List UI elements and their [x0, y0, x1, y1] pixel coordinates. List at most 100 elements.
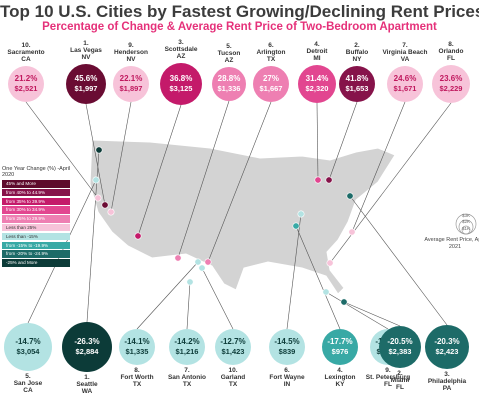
city-marker [292, 222, 300, 230]
city-bubble: -12.7% $1,423 [215, 329, 251, 365]
rent-scale: $3K $2K $1K [455, 213, 477, 235]
city-name: Las Vegas [70, 47, 102, 54]
city-marker [92, 176, 100, 184]
city-rank: 7. [184, 367, 190, 374]
connector-line [343, 301, 401, 327]
change-value: 45.6% [74, 74, 98, 83]
city-marker [314, 176, 322, 184]
city-state: WA [81, 388, 93, 395]
city-name: Seattle [76, 381, 98, 388]
city-rank: 6. [268, 42, 274, 49]
city-bubble: -26.3% $2,884 [62, 322, 112, 372]
city-name: Tucson [217, 50, 241, 57]
city-rank: 1. [84, 374, 90, 381]
city-bubble: 27% $1,667 [253, 66, 289, 102]
city-label: 8. Fort Worth TX [111, 367, 163, 388]
city-rank: 6. [284, 367, 290, 374]
city-bubble: -20.5% $2,383 [379, 326, 421, 368]
connector-line [316, 102, 319, 181]
rent-value: $2,884 [75, 347, 99, 356]
connector-line [349, 195, 448, 326]
city-label: 1. Las Vegas NV [60, 40, 112, 61]
rent-value: $2,521 [14, 84, 38, 93]
city-name: Arlington [256, 49, 286, 56]
city-rank: 5. [226, 43, 232, 50]
city-name: Miami [390, 377, 410, 384]
city-label: 2. Miami FL [374, 370, 426, 391]
city-marker [346, 192, 354, 200]
city-name: Fort Wayne [269, 374, 305, 381]
rent-value: $1,336 [217, 84, 241, 93]
city-state: TX [182, 381, 192, 388]
city-marker [94, 194, 102, 202]
city-label: 1. Seattle WA [61, 374, 113, 395]
rent-value: $2,423 [435, 347, 459, 356]
city-rank: 3. [444, 371, 450, 378]
city-label: 9. St. Petersburg FL [362, 367, 414, 388]
city-state: CA [21, 56, 31, 63]
connector-line [137, 104, 182, 237]
legend-item: 45% and More [2, 180, 70, 188]
city-marker [325, 176, 333, 184]
city-state: NV [126, 56, 136, 63]
change-value: 22.1% [119, 74, 143, 83]
scale-label: Average Rent Price, April 2021 [424, 237, 479, 250]
city-marker [134, 232, 142, 240]
rent-value: $1,897 [119, 84, 143, 93]
city-state: FL [384, 381, 392, 388]
city-marker [107, 208, 115, 216]
city-name: Buffalo [345, 49, 369, 56]
connector-line [325, 291, 389, 330]
connector-line [110, 101, 132, 213]
change-value: -12.7% [220, 337, 246, 346]
city-marker [198, 264, 206, 272]
city-state: KY [335, 381, 345, 388]
city-marker [101, 201, 109, 209]
city-name: Fort Worth [120, 374, 154, 381]
city-name: St. Petersburg [365, 374, 411, 381]
city-bubble: 23.6% $2,229 [432, 65, 470, 103]
chart-subtitle: Percentage of Change & Average Rent Pric… [42, 21, 437, 33]
connector-line [136, 261, 199, 330]
city-label: 6. Fort Wayne IN [261, 367, 313, 388]
connector-line [177, 100, 230, 259]
connector-lines [25, 100, 452, 330]
rent-value: $1,667 [259, 84, 283, 93]
city-state: VA [400, 56, 410, 63]
legend-item: Less than -15% [2, 232, 70, 241]
city-marker [186, 278, 194, 286]
city-rank: 4. [337, 367, 343, 374]
connector-line [286, 213, 302, 330]
rent-value: $976 [331, 347, 349, 356]
connector-line [328, 101, 358, 181]
connector-line [201, 267, 234, 330]
city-bubble: 41.8% $1,653 [339, 66, 375, 102]
legend-item: from 30% to 34.9% [2, 206, 70, 214]
city-marker [194, 258, 202, 266]
rent-value: $1,671 [393, 84, 417, 93]
rent-value: $2,383 [388, 347, 412, 356]
city-rank: 2. [397, 370, 403, 377]
city-rank: 1. [83, 40, 89, 47]
city-state: NV [81, 54, 91, 61]
city-rank: 8. [134, 367, 140, 374]
rent-value: $1,997 [74, 84, 98, 93]
legend-item: -25% and More [2, 259, 70, 267]
city-rank: 10. [21, 42, 31, 49]
city-bubble: -14.1% $1,335 [119, 329, 155, 365]
rent-value: $1,423 [221, 347, 245, 356]
city-name: San Jose [13, 380, 43, 387]
city-bubble: 24.6% $1,671 [387, 66, 423, 102]
city-label: 10. Garland TX [207, 367, 259, 388]
change-value: -14.1% [124, 337, 150, 346]
legend-items: 45% and More from 40% to 44.9% from 35% to… [2, 180, 82, 267]
city-name: San Antonio [167, 374, 207, 381]
city-rank: 2. [354, 42, 360, 49]
city-marker [348, 228, 356, 236]
connector-line [329, 102, 452, 264]
rent-value: $1,216 [175, 347, 199, 356]
us-map-shape [89, 139, 396, 295]
city-bubble: -17.7% $976 [322, 329, 358, 365]
city-name: Virginia Beach [382, 49, 428, 56]
city-rank: 8. [448, 41, 454, 48]
